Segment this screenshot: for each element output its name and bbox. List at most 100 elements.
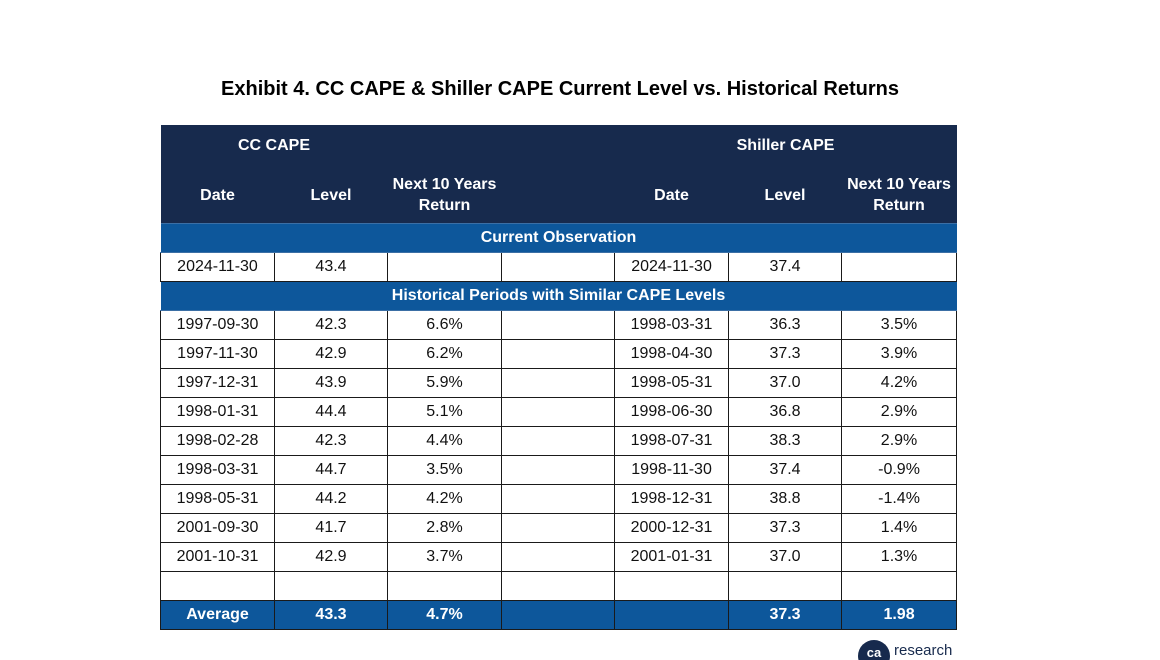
- cc-date-cell: 2001-10-31: [160, 542, 275, 572]
- shiller-level-cell: 37.4: [728, 252, 843, 282]
- current-observation-row: 2024-11-30 43.4 2024-11-30 37.4: [160, 252, 958, 282]
- spacer-header: [501, 125, 615, 167]
- shiller-level-cell: 36.8: [728, 397, 843, 427]
- cc-level-cell: 43.9: [274, 368, 388, 398]
- cc-return-cell: 4.4%: [386, 426, 503, 456]
- cc-level-cell: 44.7: [274, 455, 388, 485]
- shiller-date-cell: 2000-12-31: [614, 513, 730, 543]
- section-label: Current Observation: [160, 223, 957, 253]
- cc-return-cell: 5.1%: [386, 397, 503, 427]
- cc-cape-group-header: CC CAPE: [160, 125, 502, 167]
- shiller-return-cell: 4.2%: [841, 368, 958, 398]
- table-row: 1998-05-31 44.2 4.2% 1998-12-31 38.8 -1.4%: [160, 484, 958, 514]
- cc-date-cell: 1998-02-28: [160, 426, 275, 456]
- cc-level-cell: 41.7: [274, 513, 388, 543]
- cc-average-return: 4.7%: [386, 600, 503, 630]
- shiller-return-cell: [841, 252, 958, 282]
- shiller-return-cell: 1.3%: [841, 542, 958, 572]
- table-header: CC CAPE Shiller CAPE Date Level Next 10 …: [160, 125, 957, 224]
- current-observation-section: Current Observation: [160, 223, 957, 253]
- cape-comparison-table: CC CAPE Shiller CAPE Date Level Next 10 …: [160, 125, 958, 630]
- shiller-level-cell: 37.4: [728, 455, 843, 485]
- spacer-cell: [501, 339, 616, 369]
- column-header-row: Date Level Next 10 Years Return Date Leve…: [160, 167, 957, 224]
- spacer-column-header: [501, 167, 615, 224]
- spacer-cell: [501, 426, 616, 456]
- cc-return-cell: 3.5%: [386, 455, 503, 485]
- spacer-cell: [501, 484, 616, 514]
- shiller-date-cell: 1998-07-31: [614, 426, 730, 456]
- historical-periods-section: Historical Periods with Similar CAPE Lev…: [160, 281, 957, 311]
- spacer-cell: [501, 455, 616, 485]
- shiller-level-cell: 37.0: [728, 542, 843, 572]
- shiller-level-cell: 38.8: [728, 484, 843, 514]
- cc-level-cell: 44.4: [274, 397, 388, 427]
- shiller-date-cell: [614, 571, 730, 601]
- shiller-level-cell: 37.3: [728, 339, 843, 369]
- cc-level-cell: 42.9: [274, 542, 388, 572]
- shiller-date-cell: 1998-12-31: [614, 484, 730, 514]
- section-label: Historical Periods with Similar CAPE Lev…: [160, 281, 957, 311]
- shiller-date-cell: 1998-05-31: [614, 368, 730, 398]
- spacer-cell: [501, 397, 616, 427]
- table-row: 2001-10-31 42.9 3.7% 2001-01-31 37.0 1.3%: [160, 542, 958, 572]
- cc-return-cell: 5.9%: [386, 368, 503, 398]
- group-header-row: CC CAPE Shiller CAPE: [160, 125, 957, 167]
- shiller-date-cell: 2001-01-31: [614, 542, 730, 572]
- cc-level-cell: 43.4: [274, 252, 388, 282]
- cc-return-cell: [386, 252, 503, 282]
- research-logo: ca research: [858, 638, 968, 660]
- cc-level-header: Level: [274, 167, 388, 224]
- table-row: 1997-12-31 43.9 5.9% 1998-05-31 37.0 4.2%: [160, 368, 958, 398]
- table-row: [160, 571, 958, 601]
- cc-return-cell: 6.6%: [386, 310, 503, 340]
- cc-level-cell: [274, 571, 388, 601]
- table-row: 1998-02-28 42.3 4.4% 1998-07-31 38.3 2.9%: [160, 426, 958, 456]
- table-row: 2001-09-30 41.7 2.8% 2000-12-31 37.3 1.4%: [160, 513, 958, 543]
- table-row: 1998-01-31 44.4 5.1% 1998-06-30 36.8 2.9%: [160, 397, 958, 427]
- exhibit-title: Exhibit 4. CC CAPE & Shiller CAPE Curren…: [221, 78, 899, 100]
- shiller-average-return: 1.98: [841, 600, 958, 630]
- cc-return-header: Next 10 Years Return: [387, 167, 502, 224]
- cc-level-cell: 42.9: [274, 339, 388, 369]
- shiller-average-date: [614, 600, 730, 630]
- cc-return-cell: 6.2%: [386, 339, 503, 369]
- cc-date-cell: 1997-12-31: [160, 368, 275, 398]
- shiller-return-cell: [841, 571, 958, 601]
- shiller-return-cell: -1.4%: [841, 484, 958, 514]
- shiller-level-cell: 37.3: [728, 513, 843, 543]
- cc-date-cell: 1998-03-31: [160, 455, 275, 485]
- shiller-date-cell: 1998-03-31: [614, 310, 730, 340]
- logo-text: research: [894, 642, 953, 659]
- cc-return-cell: [386, 571, 503, 601]
- table-row: 1998-03-31 44.7 3.5% 1998-11-30 37.4 -0.9%: [160, 455, 958, 485]
- spacer-cell: [501, 571, 616, 601]
- shiller-level-cell: 36.3: [728, 310, 843, 340]
- shiller-level-cell: [728, 571, 843, 601]
- shiller-cape-group-header: Shiller CAPE: [614, 125, 957, 167]
- cc-date-cell: 2001-09-30: [160, 513, 275, 543]
- average-row: Average 43.3 4.7% 37.3 1.98: [160, 600, 958, 630]
- shiller-return-header: Next 10 Years Return: [841, 167, 957, 224]
- cc-date-cell: 1998-05-31: [160, 484, 275, 514]
- shiller-level-cell: 38.3: [728, 426, 843, 456]
- cc-return-cell: 3.7%: [386, 542, 503, 572]
- cc-date-cell: 1998-01-31: [160, 397, 275, 427]
- shiller-date-cell: 1998-11-30: [614, 455, 730, 485]
- shiller-level-header: Level: [728, 167, 842, 224]
- spacer-cell: [501, 600, 616, 630]
- spacer-cell: [501, 513, 616, 543]
- shiller-date-cell: 1998-04-30: [614, 339, 730, 369]
- spacer-cell: [501, 368, 616, 398]
- shiller-date-header: Date: [614, 167, 729, 224]
- cc-level-cell: 42.3: [274, 310, 388, 340]
- shiller-level-cell: 37.0: [728, 368, 843, 398]
- cc-date-cell: 2024-11-30: [160, 252, 275, 282]
- shiller-return-cell: 1.4%: [841, 513, 958, 543]
- table-body: Current Observation 2024-11-30 43.4 2024…: [160, 223, 958, 630]
- table-row: 1997-09-30 42.3 6.6% 1998-03-31 36.3 3.5%: [160, 310, 958, 340]
- cc-date-cell: [160, 571, 275, 601]
- logo-mark-icon: ca: [858, 640, 890, 660]
- cc-return-cell: 2.8%: [386, 513, 503, 543]
- shiller-date-cell: 2024-11-30: [614, 252, 730, 282]
